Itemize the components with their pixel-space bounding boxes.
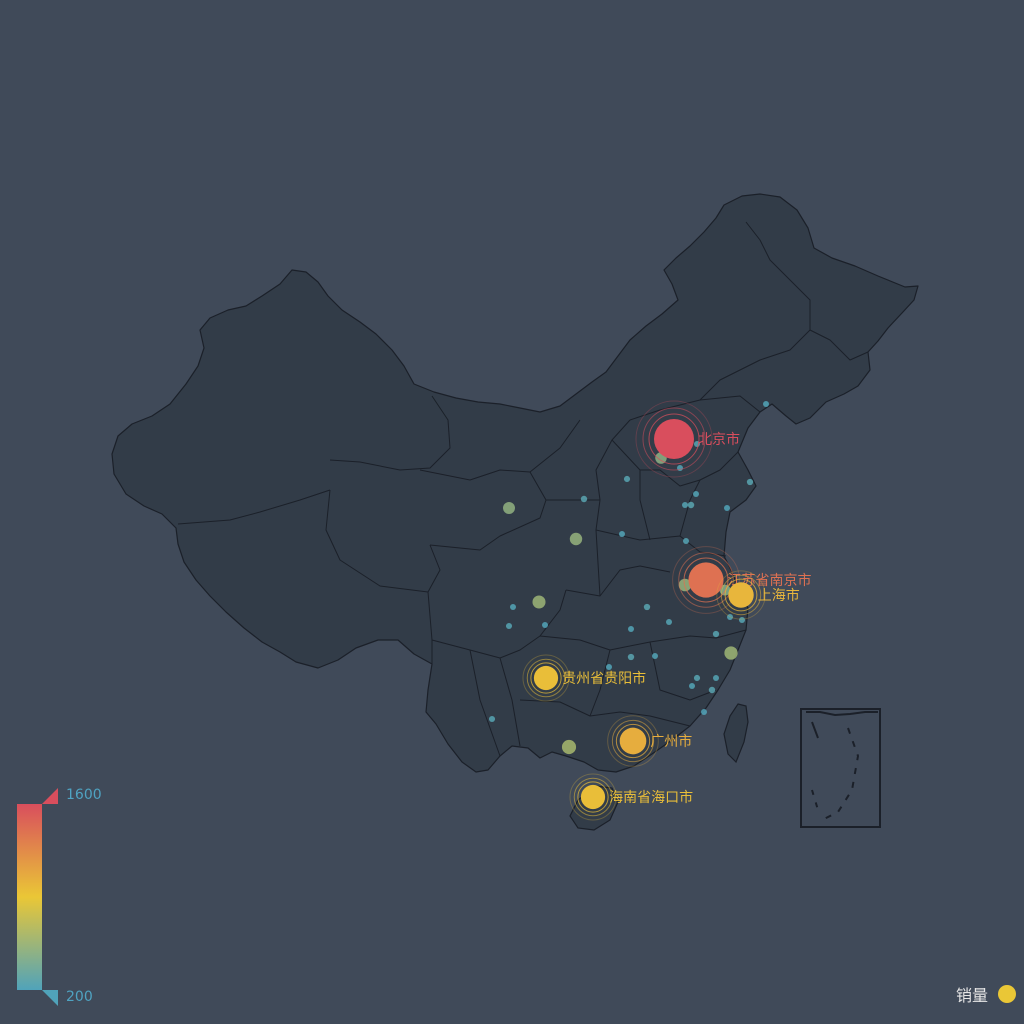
scatter-point[interactable]: [693, 491, 699, 497]
scatter-point[interactable]: [693, 674, 701, 682]
scatter-point[interactable]: [627, 653, 635, 661]
ripple-ring: [577, 781, 609, 813]
visual-map-bar: [17, 804, 42, 990]
scatter-point[interactable]: [532, 595, 546, 609]
ripple-ring: [720, 574, 762, 616]
legend-dot-icon: [998, 985, 1016, 1003]
highlighted-point-group[interactable]: 海南省海口市: [569, 773, 693, 821]
highlighted-point-group[interactable]: 广州市: [607, 715, 693, 767]
scatter-point[interactable]: [763, 401, 769, 407]
point-label: 广州市: [650, 733, 692, 750]
visual-map: [17, 788, 58, 1006]
ripple-ring: [573, 777, 613, 817]
ripple-ring: [648, 413, 700, 465]
ripple-ring: [607, 715, 659, 767]
scatter-point[interactable]: [505, 622, 513, 630]
highlighted-point-group[interactable]: 江苏省南京市: [672, 546, 812, 614]
legend-item-sales[interactable]: 销量: [956, 982, 1016, 1006]
scatter-point[interactable]: [580, 495, 588, 503]
point-label: 北京市: [698, 431, 740, 448]
scatter-point[interactable]: [724, 646, 738, 660]
ripple-ring: [615, 723, 651, 759]
mainland-china-shape: [111, 193, 919, 773]
visual-map-min-label: 200: [66, 989, 93, 1005]
scatter-point[interactable]: [701, 709, 707, 715]
scatter-point[interactable]: [727, 614, 733, 620]
scatter-point[interactable]: [738, 616, 746, 624]
ripple-ring: [522, 654, 570, 702]
scatter-point[interactable]: [689, 683, 695, 689]
highlighted-point-group[interactable]: 北京市: [635, 400, 740, 478]
highlighted-point[interactable]: [654, 419, 694, 459]
ripple-ring: [716, 570, 766, 620]
point-label: 海南省海口市: [609, 789, 693, 806]
scatter-point[interactable]: [643, 603, 651, 611]
ripple-ring: [724, 578, 758, 612]
legend-label: 销量: [955, 986, 988, 1005]
scatter-point[interactable]: [719, 584, 731, 596]
scatter-point[interactable]: [628, 626, 634, 632]
ripple-ring: [678, 552, 734, 608]
south-china-sea-inset: [800, 708, 881, 828]
highlighted-point[interactable]: [619, 727, 647, 755]
ripple-ring: [569, 773, 617, 821]
scatter-point[interactable]: [569, 532, 583, 546]
ripple-ring: [635, 400, 713, 478]
scatter-point[interactable]: [746, 478, 754, 486]
visual-map-handle-bottom[interactable]: [42, 990, 58, 1006]
scatter-point[interactable]: [713, 675, 719, 681]
ripple-ring: [611, 719, 655, 763]
highlighted-point-group[interactable]: 上海市: [716, 570, 800, 620]
scatter-point[interactable]: [712, 630, 720, 638]
province-borders: [177, 221, 869, 757]
highlighted-point[interactable]: [580, 784, 606, 810]
scatter-point[interactable]: [561, 739, 577, 755]
scatter-point[interactable]: [682, 502, 688, 508]
scatter-point[interactable]: [619, 531, 625, 537]
scatter-point[interactable]: [708, 686, 716, 694]
scatter-point[interactable]: [606, 664, 612, 670]
scatter-point[interactable]: [682, 537, 690, 545]
highlighted-point[interactable]: [533, 665, 559, 691]
point-label: 上海市: [758, 587, 800, 604]
ripple-ring: [526, 658, 566, 698]
scatter-point[interactable]: [652, 653, 658, 659]
ripple-ring: [642, 407, 706, 471]
highlighted-point-group[interactable]: 贵州省贵阳市: [522, 654, 646, 702]
scatter-point[interactable]: [503, 502, 515, 514]
point-label: 贵州省贵阳市: [562, 670, 646, 687]
scatter-point[interactable]: [623, 475, 631, 483]
taiwan-island-shape: [723, 703, 749, 764]
highlighted-point[interactable]: [728, 582, 754, 608]
scatter-series-small: [488, 401, 769, 755]
scatter-point[interactable]: [724, 505, 730, 511]
highlighted-point[interactable]: [688, 562, 724, 598]
point-label: 江苏省南京市: [728, 572, 812, 589]
scatter-point[interactable]: [666, 619, 672, 625]
scatter-point[interactable]: [488, 715, 496, 723]
visual-map-max-label: 1600: [66, 787, 102, 803]
scatter-point[interactable]: [687, 501, 695, 509]
scatter-point[interactable]: [542, 622, 548, 628]
ripple-ring: [672, 546, 740, 614]
ripple-ring: [530, 662, 562, 694]
scatter-point[interactable]: [510, 604, 516, 610]
visual-map-handle-top[interactable]: [42, 788, 58, 804]
